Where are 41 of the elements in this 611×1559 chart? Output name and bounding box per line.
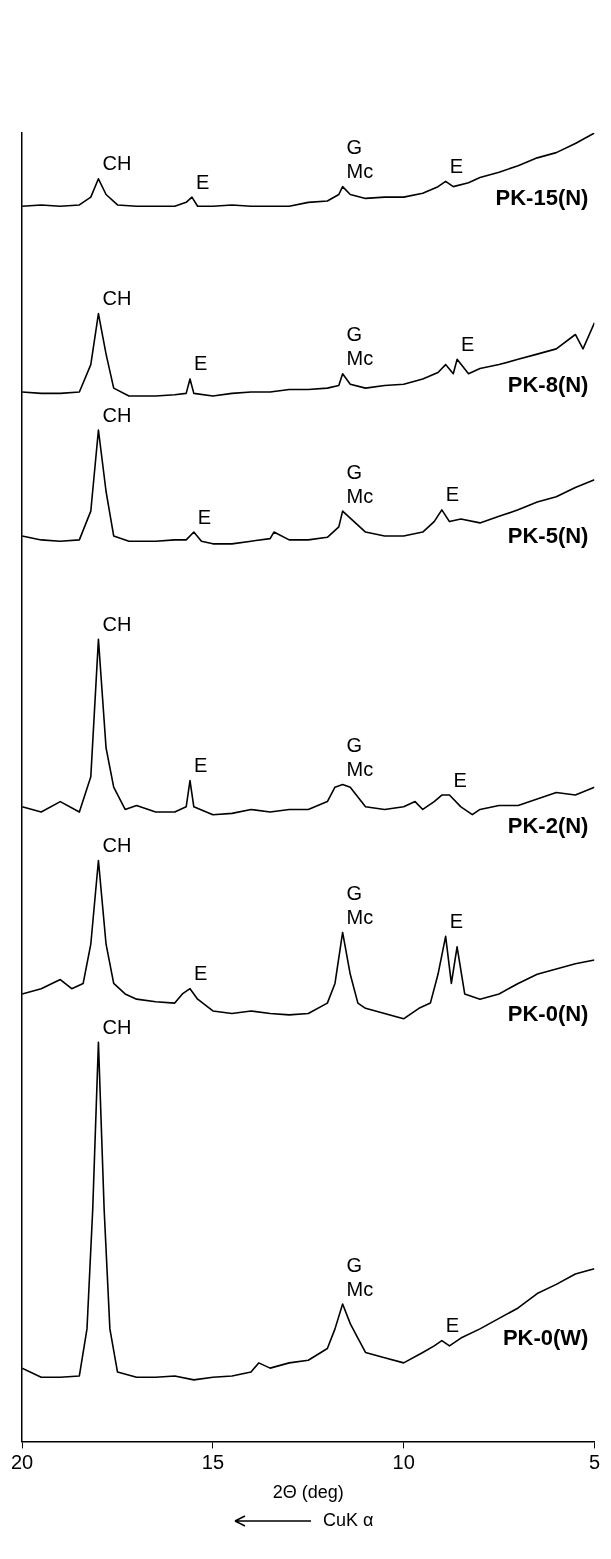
annotation: Mc bbox=[346, 347, 374, 370]
series-label: PK-8(N) bbox=[507, 371, 589, 397]
annotation: E bbox=[453, 768, 467, 791]
annotation: CH bbox=[102, 287, 132, 310]
annotation: E bbox=[449, 909, 463, 932]
annotation: G bbox=[346, 734, 363, 757]
series-label: PK-0(W) bbox=[502, 1325, 589, 1351]
annotation: Mc bbox=[346, 758, 374, 781]
annotation: CH bbox=[102, 403, 132, 426]
series-label: PK-15(N) bbox=[495, 184, 589, 210]
annotation: CH bbox=[102, 1015, 132, 1038]
annotation: CH bbox=[102, 833, 132, 856]
annotation: CH bbox=[102, 612, 132, 635]
x-tick-label: 5 bbox=[588, 1450, 600, 1473]
annotation: G bbox=[346, 460, 363, 483]
annotation: CH bbox=[102, 152, 132, 175]
series-label: PK-0(N) bbox=[507, 1000, 589, 1026]
annotation: G bbox=[346, 881, 363, 904]
annotation: Mc bbox=[346, 484, 374, 507]
annotation: G bbox=[346, 323, 363, 346]
x-axis-title: 2Θ (deg) bbox=[272, 1482, 344, 1503]
annotation: G bbox=[346, 1253, 363, 1276]
annotation: E bbox=[194, 962, 208, 985]
annotation: E bbox=[197, 505, 212, 528]
annotation: E bbox=[445, 1314, 460, 1337]
annotation: Mc bbox=[346, 1277, 374, 1300]
x-tick-label: 15 bbox=[201, 1450, 225, 1473]
annotation: E bbox=[449, 154, 463, 177]
annotation: E bbox=[461, 332, 475, 355]
series-label: PK-5(N) bbox=[507, 523, 589, 549]
annotation: E bbox=[194, 754, 208, 777]
annotation: Mc bbox=[346, 160, 374, 183]
annotation: E bbox=[445, 483, 460, 506]
text: CuK α bbox=[323, 1510, 374, 1531]
x-tick-label: 20 bbox=[11, 1450, 34, 1473]
annotation: E bbox=[194, 352, 208, 375]
x-tick-label: 10 bbox=[392, 1450, 415, 1473]
annotation: E bbox=[195, 170, 210, 193]
annotation: Mc bbox=[346, 905, 374, 928]
series-label: PK-2(N) bbox=[507, 812, 589, 838]
annotation: G bbox=[346, 136, 363, 159]
